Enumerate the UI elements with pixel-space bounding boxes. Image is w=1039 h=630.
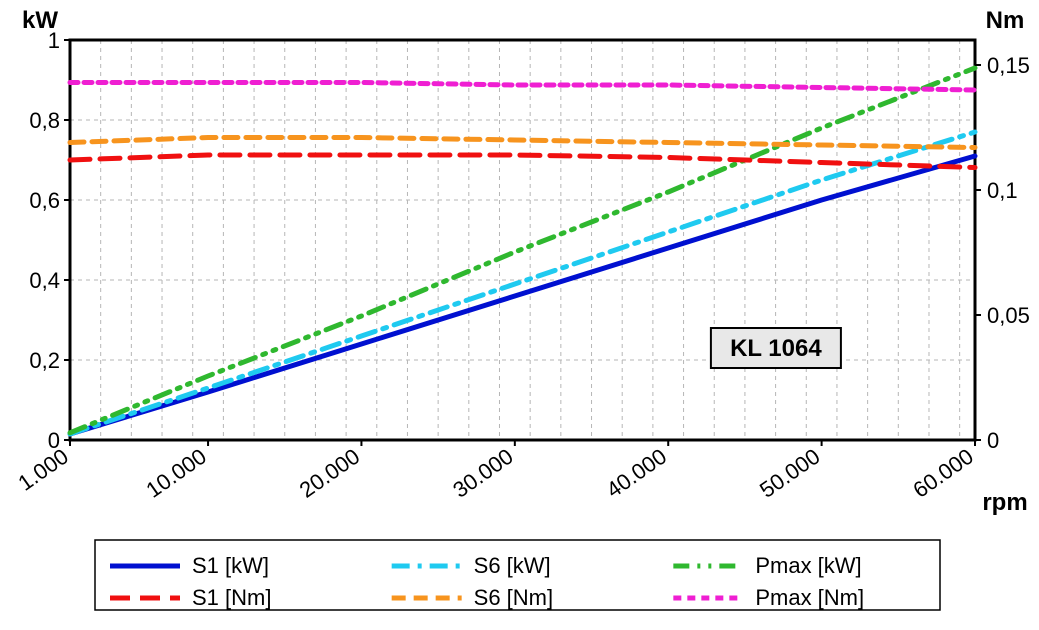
y1-tick-label: 0,8 xyxy=(29,108,60,133)
legend-label: Pmax [kW] xyxy=(755,553,861,578)
y2-axis-label: Nm xyxy=(986,7,1025,34)
legend-label: S6 [kW] xyxy=(474,553,551,578)
legend-label: S6 [Nm] xyxy=(474,585,553,610)
legend-label: Pmax [Nm] xyxy=(755,585,864,610)
y2-tick-label: 0 xyxy=(987,428,999,453)
y1-axis-label: kW xyxy=(22,7,58,34)
motor-performance-chart: 00,20,40,60,8100,050,10,151.00010.00020.… xyxy=(0,0,1039,630)
y2-tick-label: 0,1 xyxy=(987,178,1018,203)
y1-tick-label: 0,2 xyxy=(29,348,60,373)
annotation-text: KL 1064 xyxy=(730,335,822,362)
y1-tick-label: 0,4 xyxy=(29,268,60,293)
y2-tick-label: 0,15 xyxy=(987,53,1030,78)
y2-tick-label: 0,05 xyxy=(987,303,1030,328)
y1-tick-label: 0,6 xyxy=(29,188,60,213)
legend-label: S1 [kW] xyxy=(192,553,269,578)
x-axis-label: rpm xyxy=(982,489,1027,516)
legend-label: S1 [Nm] xyxy=(192,585,271,610)
